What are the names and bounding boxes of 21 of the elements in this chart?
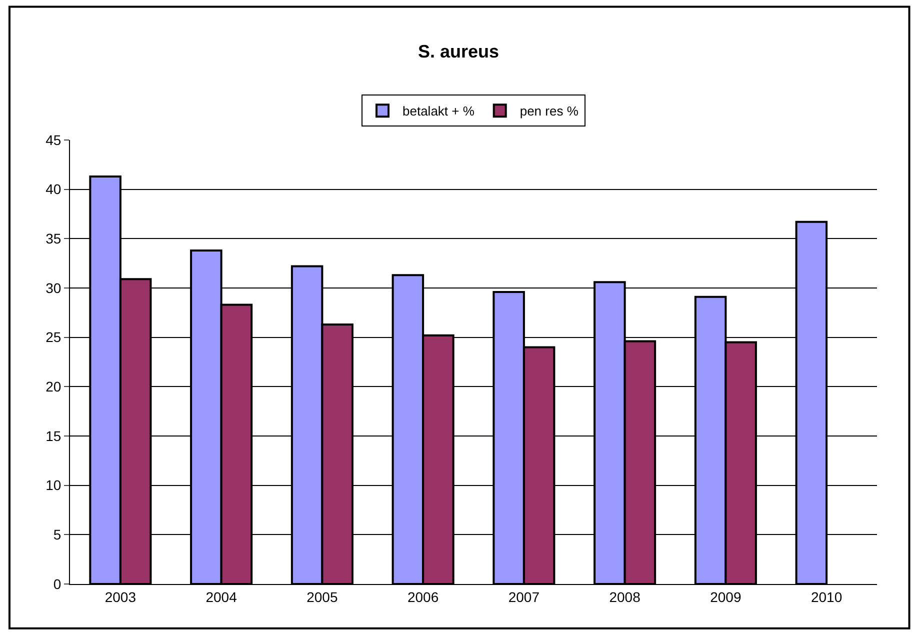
x-tick-label: 2006 [407,588,439,605]
y-tick-label: 15 [46,428,62,444]
x-tick-label: 2005 [306,588,338,605]
x-tick-label: 2007 [508,588,540,605]
legend-label: betalakt + % [402,104,475,119]
y-tick-label: 0 [53,576,62,592]
x-tick-label: 2008 [609,588,641,605]
y-tick-label: 40 [46,181,62,198]
y-tick-label: 30 [46,280,62,296]
x-tick-label: 2010 [810,588,842,605]
y-tick-label: 10 [46,477,62,494]
y-tick-label: 35 [46,230,62,247]
chart-title: S. aureus [418,42,500,62]
y-tick-label: 20 [46,378,62,395]
y-tick-label: 5 [53,526,62,543]
x-tick-label: 2009 [710,588,742,605]
x-tick-label: 2004 [206,588,238,605]
y-tick-label: 25 [46,329,62,346]
x-tick-label: 2003 [104,588,136,605]
legend-label: pen res % [520,104,579,119]
y-tick-label: 45 [46,132,62,148]
